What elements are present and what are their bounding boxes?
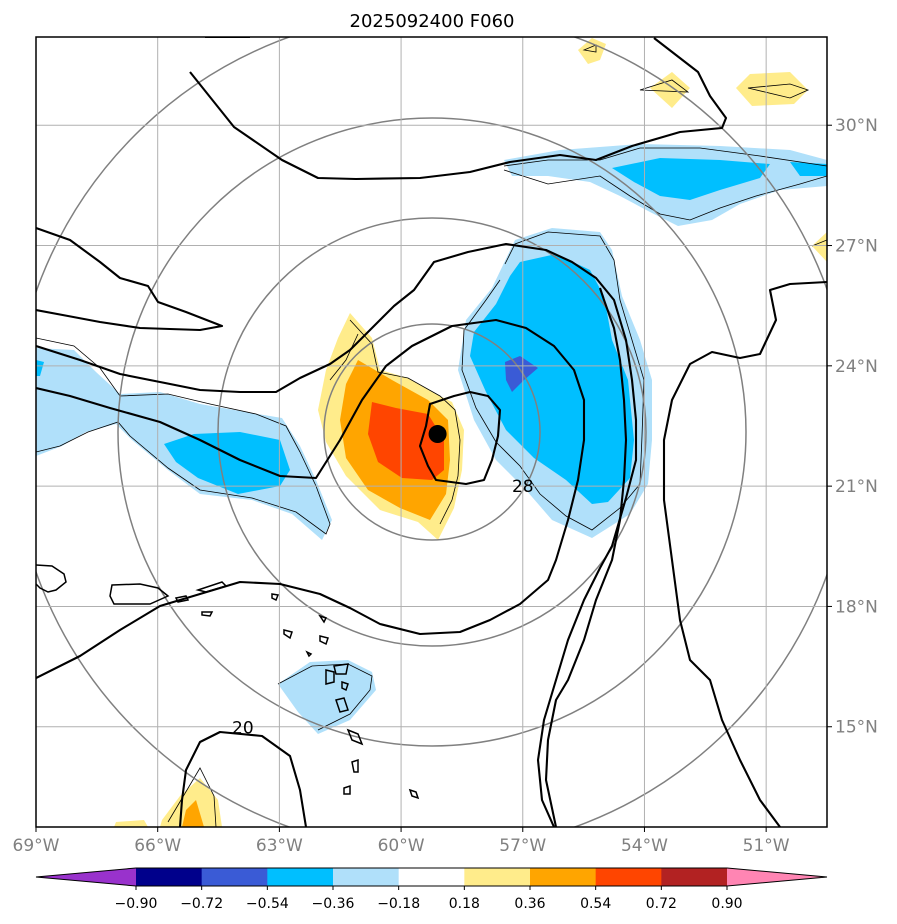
thin-contours [36, 44, 827, 827]
x-tick-label: 57°W [499, 836, 546, 856]
y-tick-label: 30°N [835, 116, 878, 136]
island [319, 635, 329, 646]
fill-yellow-sw2 [114, 820, 148, 827]
island [333, 663, 349, 675]
island [305, 650, 313, 658]
colorbar-tick-label: −0.90 [115, 896, 158, 912]
island [346, 728, 364, 746]
colorbar-tick-label: −0.36 [312, 896, 355, 912]
map-area: 28 20 [36, 37, 827, 827]
colorbar-tick-label: −0.18 [377, 896, 420, 912]
fill-yellow-ne [736, 72, 808, 106]
contour-label: 28 [512, 477, 534, 497]
island [283, 629, 293, 640]
colorbar-bin [398, 868, 465, 886]
contour-line [36, 242, 638, 827]
range-ring-2 [217, 217, 647, 647]
contour-line [36, 227, 224, 332]
island [408, 788, 420, 800]
x-tick-label: 63°W [256, 836, 303, 856]
map-frame [35, 36, 828, 828]
x-tick-label: 69°W [13, 836, 60, 856]
colorbar-bin [595, 868, 662, 886]
x-tick-label: 66°W [134, 836, 181, 856]
island [325, 669, 335, 685]
fill-negative-mid [470, 254, 634, 504]
range-rings [36, 37, 827, 827]
chart-title: 2025092400 F060 [350, 11, 515, 32]
contour-labels: 28 20 [232, 477, 534, 739]
contour-line [178, 730, 308, 827]
colorbar-tick-label: 0.18 [449, 896, 480, 912]
y-tick-label: 18°N [835, 597, 878, 617]
range-ring-3 [117, 117, 747, 747]
fill-south-blue [278, 660, 376, 734]
island [36, 564, 67, 593]
island [335, 697, 349, 713]
island [174, 595, 190, 603]
island [318, 614, 328, 624]
contour-line [662, 280, 827, 827]
island [109, 583, 170, 605]
fill-ne-mid [612, 158, 770, 200]
island [271, 593, 280, 602]
coastlines [36, 564, 420, 800]
thick-contours [36, 37, 827, 827]
gridlines [36, 37, 827, 827]
storm-center-marker [428, 425, 447, 444]
x-tick-label: 54°W [621, 836, 668, 856]
contour-line [189, 37, 728, 181]
colorbar-tick-label: 0.90 [711, 896, 742, 912]
contour-label: 20 [232, 719, 254, 739]
colorbar-tick-label: 0.54 [580, 896, 611, 912]
fill-west-edge [36, 360, 44, 376]
fill-yellow-sw [160, 778, 222, 827]
colorbar-bin [201, 868, 268, 886]
colorbar-bin [661, 868, 728, 886]
colorbar-bin [267, 868, 334, 886]
fill-west-mid [164, 432, 290, 494]
fill-orange-sw [182, 800, 204, 827]
y-tick-label: 24°N [835, 357, 878, 377]
x-axis-ticks: 69°W 66°W 63°W 60°W 57°W 54°W 51°W [13, 827, 790, 856]
colorbar-bin [464, 868, 531, 886]
island [201, 611, 214, 617]
contour-line [36, 318, 586, 679]
contour-line [544, 287, 628, 827]
colorbar-extend-high [727, 868, 827, 886]
colorbar: −0.90 −0.72 −0.54 −0.36 −0.18 0.18 0.36 0.54 0.7… [35, 867, 828, 912]
island [341, 680, 349, 692]
colorbar-bin [136, 868, 203, 886]
fill-yellow-east [812, 232, 827, 262]
colorbar-tick-label: −0.72 [180, 896, 223, 912]
y-axis-ticks: 30°N 27°N 24°N 21°N 18°N 15°N [827, 116, 878, 738]
contour-line [418, 390, 502, 486]
fill-ne-mid2 [790, 162, 827, 176]
fill-negative-dark [505, 356, 538, 392]
island [343, 784, 351, 795]
x-tick-label: 60°W [378, 836, 425, 856]
colorbar-tick-label: −0.54 [246, 896, 289, 912]
y-tick-label: 15°N [835, 718, 878, 738]
fill-yellow-top2 [650, 72, 690, 108]
island [351, 758, 359, 773]
colorbar-bin [530, 868, 597, 886]
x-tick-label: 51°W [743, 836, 790, 856]
colorbar-tick-label: 0.36 [514, 896, 545, 912]
colorbar-tick-label: 0.72 [646, 896, 677, 912]
colorbar-bin [333, 868, 400, 886]
y-tick-label: 21°N [835, 477, 878, 497]
range-ring-1 [323, 323, 541, 541]
y-tick-label: 27°N [835, 237, 878, 257]
anomaly-fills [36, 38, 827, 827]
colorbar-extend-low [36, 868, 136, 886]
island [195, 581, 228, 593]
